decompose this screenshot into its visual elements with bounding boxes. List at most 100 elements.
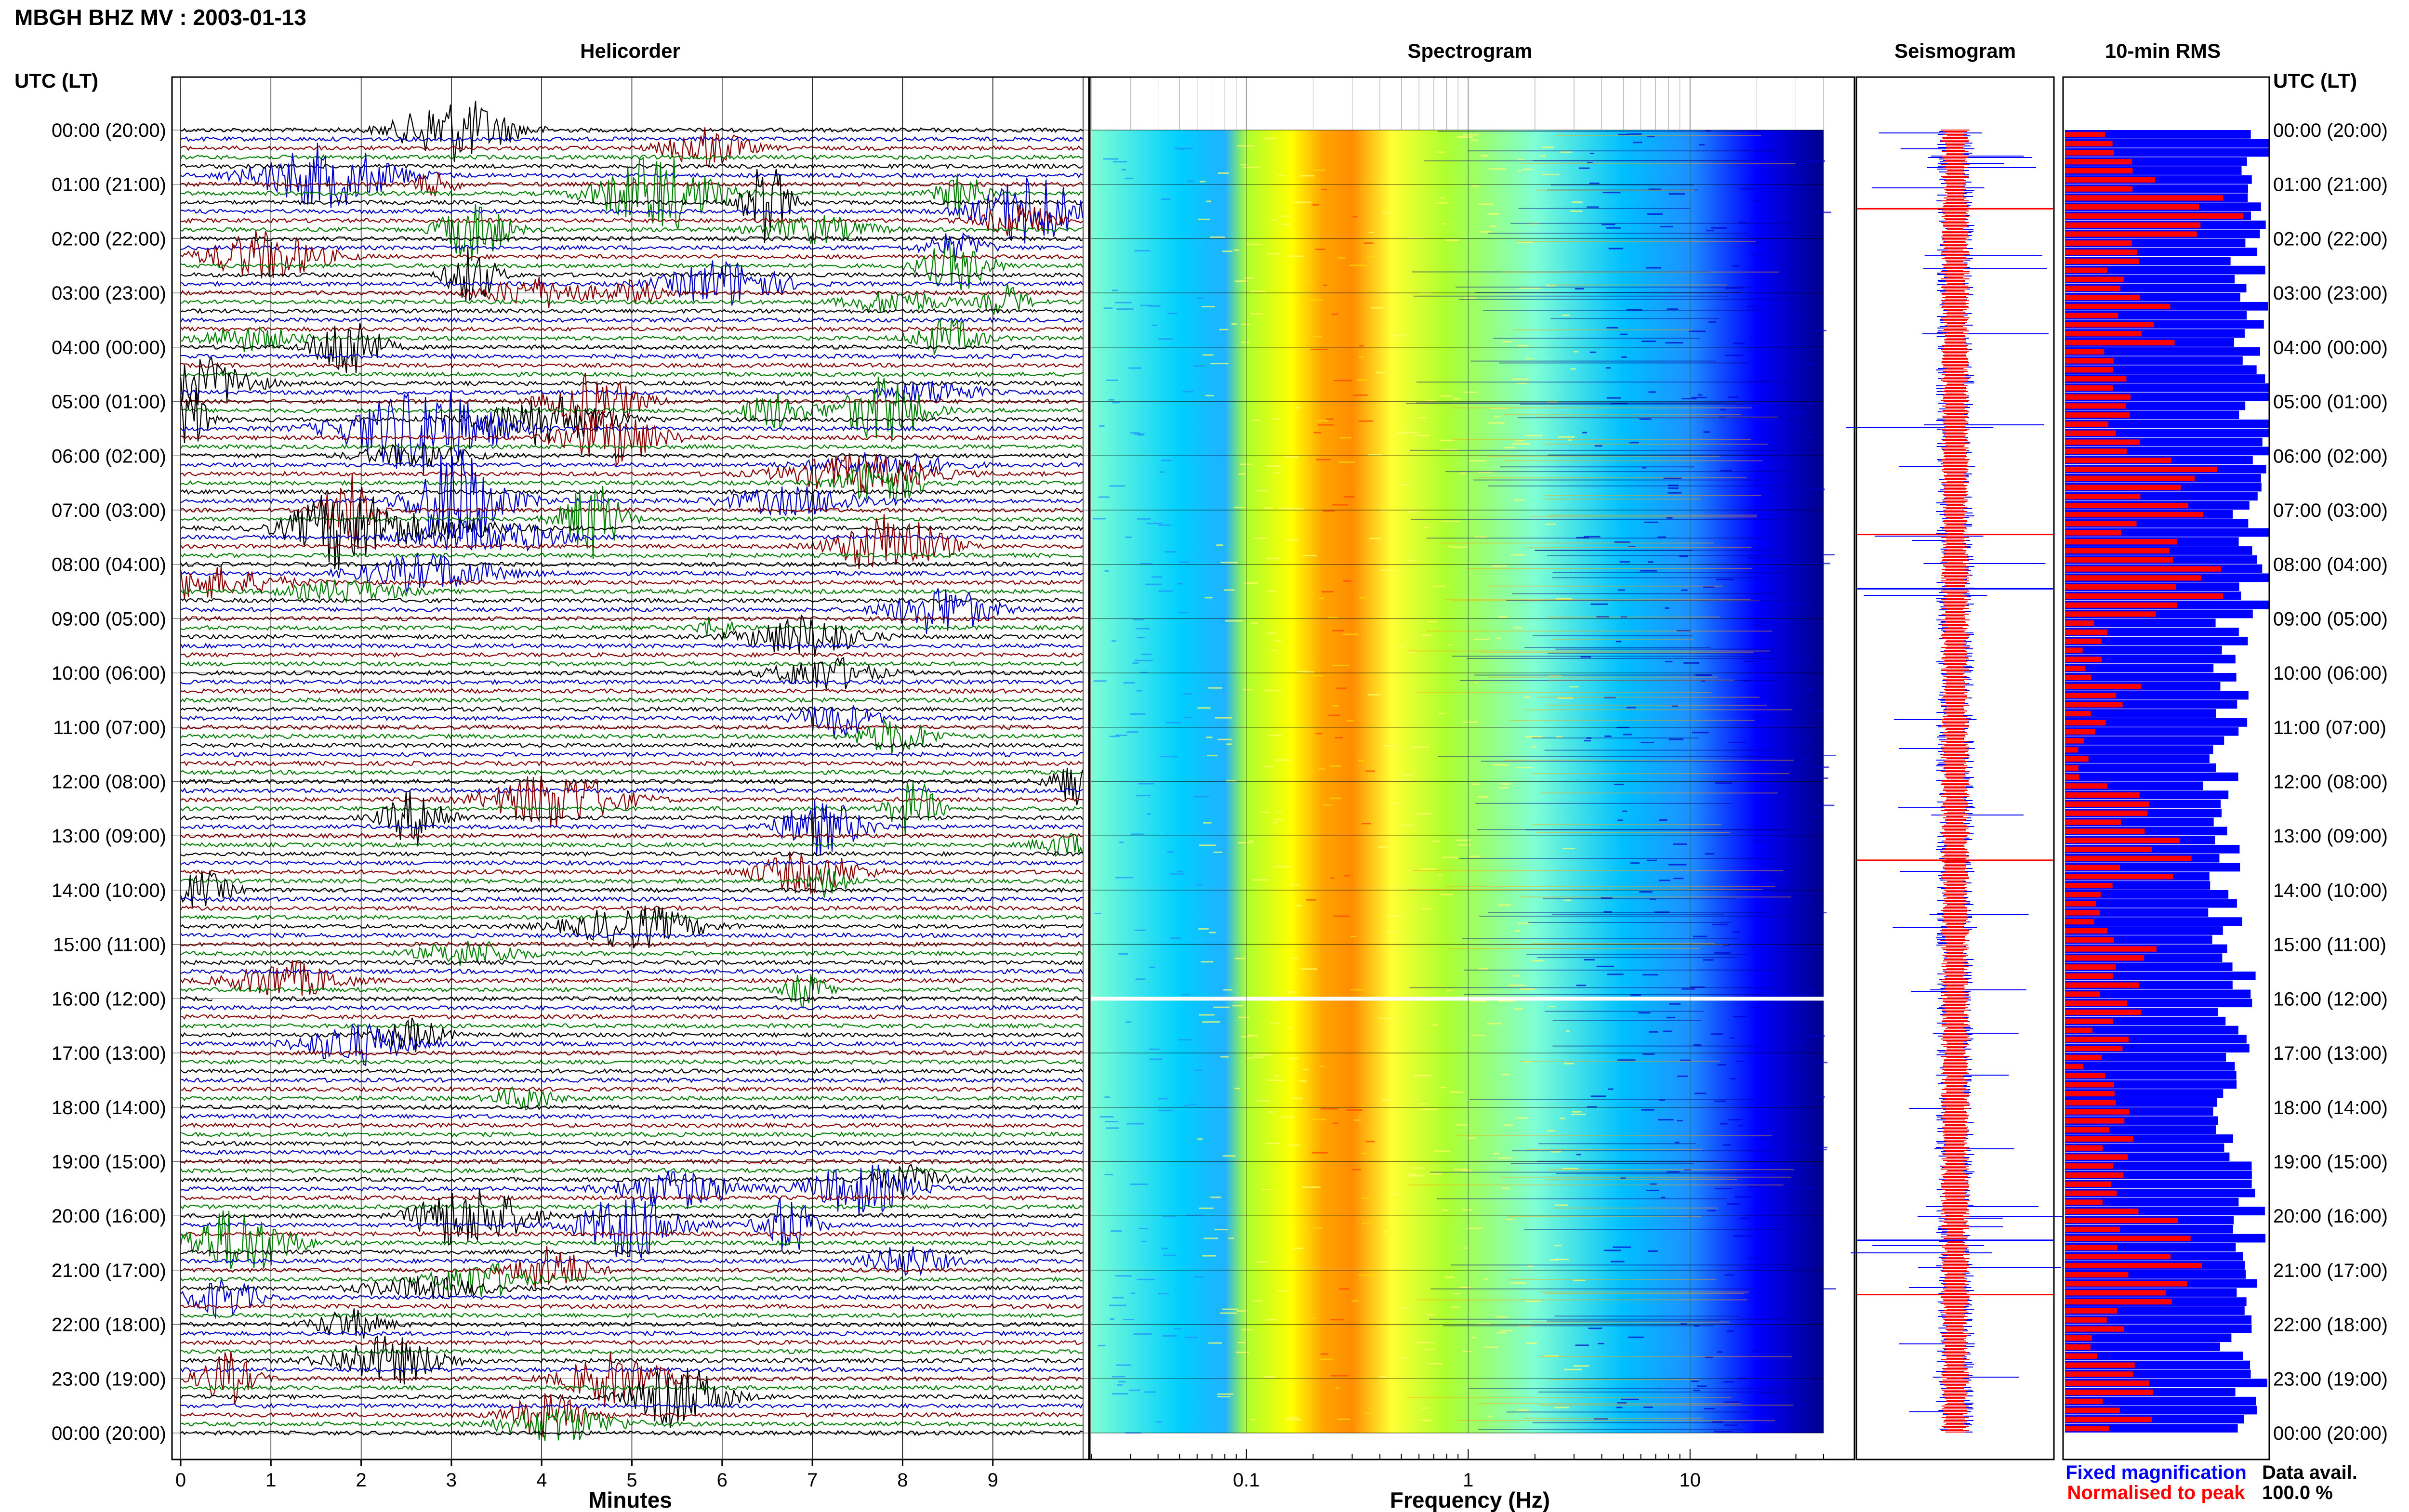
spectrogram-speckle — [1200, 181, 1206, 183]
rms-normalised-bar — [2065, 1163, 2114, 1169]
spectrogram-speckle — [1525, 434, 1543, 436]
spectrogram-speckle — [1116, 1384, 1123, 1386]
spectrogram-speckle — [1803, 1167, 1814, 1169]
spectrogram-speckle — [1497, 1157, 1513, 1159]
spectrogram-speckle — [1187, 180, 1194, 182]
spectrogram-speckle — [1184, 716, 1192, 718]
spectrogram-speckle — [1316, 459, 1331, 460]
spectrogram-speckle — [1813, 211, 1831, 213]
spectrogram-speckle — [1517, 382, 1527, 384]
spectrogram-speckle — [1312, 204, 1319, 206]
spectrogram-speckle — [1274, 640, 1282, 642]
spectrogram-speckle — [1112, 402, 1121, 404]
spectrogram-speckle — [1240, 164, 1248, 166]
rms-normalised-bar — [2065, 168, 2133, 174]
spectrogram-speckle — [1205, 736, 1213, 738]
spectrogram-speckle — [1697, 394, 1703, 396]
spectrogram-speckle — [1445, 239, 1459, 241]
spectrogram-speckle — [1733, 1235, 1741, 1237]
spectrogram-speckle — [1714, 952, 1730, 954]
spectrogram-speckle — [1608, 248, 1624, 250]
spectrogram-speckle — [1484, 1346, 1498, 1348]
spectrogram-speckle — [1755, 1267, 1770, 1269]
spectrogram-speckle — [1663, 477, 1681, 479]
time-label-right: 21:00 (17:00) — [2273, 1260, 2388, 1281]
spectrogram-speckle — [1528, 1265, 1534, 1267]
spectrogram-speckle — [1140, 304, 1152, 306]
spectrogram-speckle — [1462, 1170, 1471, 1171]
time-label-right: 00:00 (20:00) — [2273, 1423, 2388, 1444]
spectrogram-speckle — [1554, 1407, 1569, 1408]
spectrogram-speckle — [1339, 437, 1352, 439]
spectrogram-speckle — [1116, 308, 1134, 310]
spectrogram-speckle — [1639, 891, 1653, 893]
seismogram-frame — [1855, 76, 2055, 1460]
spectrogram-speckle — [1383, 745, 1397, 747]
rms-normalised-bar — [2065, 593, 2223, 599]
spectrogram-speckle — [1358, 760, 1364, 762]
spectrogram-speckle — [1197, 1138, 1203, 1140]
rms-normalised-bar — [2065, 150, 2114, 156]
spectrogram-speckle — [1203, 822, 1212, 824]
spectrogram-speckle — [1316, 420, 1328, 422]
spectrogram-speckle — [1425, 400, 1436, 402]
spectrogram-speckle — [1584, 959, 1595, 961]
spectrogram-speckle — [1282, 224, 1290, 225]
spectrogram-speckle — [1347, 720, 1354, 722]
spectrogram-speckle — [1427, 1363, 1443, 1365]
spectrogram-speckle — [1323, 510, 1335, 512]
spectrogram-speckle — [1758, 469, 1771, 471]
helicorder-x-tick-label: 9 — [988, 1470, 998, 1491]
spectrogram-speckle — [1562, 1168, 1578, 1170]
spectrogram-speckle — [1705, 853, 1714, 855]
spectrogram-speckle — [1590, 603, 1608, 605]
spectrogram-speckle — [1502, 341, 1511, 342]
spectrogram-speckle — [1484, 1278, 1489, 1280]
rms-fixed-bar — [2065, 420, 2269, 428]
rms-normalised-bar — [2065, 693, 2117, 698]
spectrogram-speckle — [1179, 561, 1190, 563]
rms-title: 10-min RMS — [2105, 39, 2221, 62]
spectrogram-speckle — [1241, 1036, 1249, 1038]
spectrogram-speckle — [1220, 562, 1238, 564]
spectrogram-speckle — [1165, 551, 1176, 553]
spectrogram-speckle — [1432, 585, 1446, 587]
spectrogram-speckle — [1231, 323, 1237, 325]
spectrogram-speckle — [1134, 659, 1153, 661]
spectrogram-speckle — [1753, 840, 1768, 842]
spectrogram-speckle — [1115, 1275, 1132, 1277]
spectrogram-speckle — [1547, 1130, 1555, 1131]
spectrogram-x-axis: 0.1 1 10 — [1233, 1470, 1701, 1491]
rms-normalised-bar — [2065, 313, 2118, 318]
spectrogram-speckle — [1776, 829, 1783, 831]
spectrogram-speckle — [1213, 851, 1223, 853]
spectrogram-speckle — [1569, 686, 1578, 688]
spectrogram-speckle — [1669, 1003, 1681, 1005]
rms-normalised-bar — [2065, 349, 2105, 355]
spectrogram-speckle — [1389, 335, 1404, 337]
spectrogram-speckle — [1513, 1008, 1523, 1010]
rms-fixed-bar — [2065, 1396, 2256, 1406]
spectrogram-speckle — [1596, 616, 1609, 618]
spectrogram-speckle — [1576, 985, 1587, 986]
spectrogram-speckle — [1238, 1016, 1250, 1018]
spectrogram-speckle — [1125, 177, 1133, 179]
spectrogram-speckle — [1271, 650, 1278, 652]
spectrogram-speckle — [1174, 1328, 1182, 1329]
spectrogram-speckle — [1616, 1407, 1623, 1408]
spectrogram-speckle — [1823, 1288, 1836, 1290]
spectrogram-speckle — [1459, 473, 1466, 474]
spectrogram-speckle — [1474, 536, 1487, 538]
spectrogram-speckle — [1178, 583, 1183, 585]
spectrogram-speckle — [1821, 912, 1827, 914]
spectrogram-speckle — [1668, 864, 1687, 866]
spectrogram-speckle — [1263, 689, 1282, 691]
spectrogram-speckle — [1741, 188, 1758, 190]
spectrogram-speckle — [1365, 1141, 1375, 1143]
spectrogram-speckle — [1722, 1144, 1732, 1146]
spectrogram-speckle — [1547, 401, 1558, 403]
spectrogram-speckle — [1562, 314, 1570, 316]
spectrogram-speckle — [1512, 627, 1523, 629]
rms-normalised-bar — [2065, 1272, 2129, 1277]
spectrogram-speckle — [1570, 210, 1583, 212]
